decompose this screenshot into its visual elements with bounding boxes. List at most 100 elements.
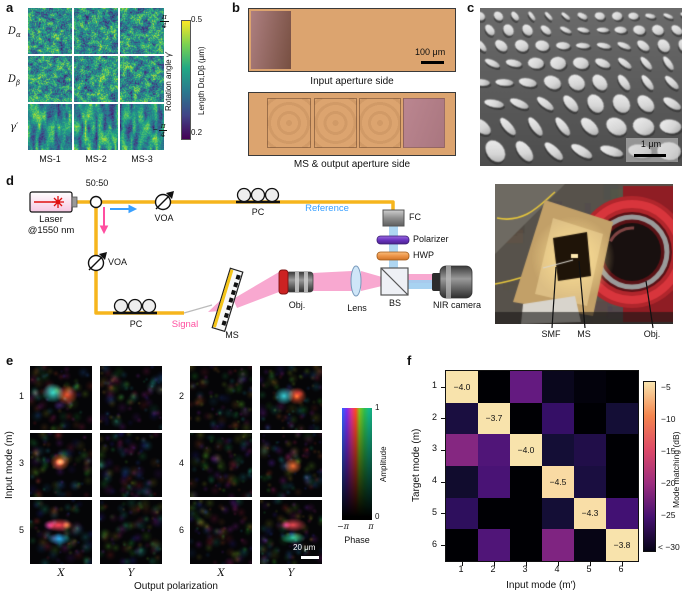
heatmap-cell-3-1 [446,434,478,466]
design-map-gamma-ms1 [28,104,72,150]
mode-image-row1-col4 [260,366,322,430]
mode-image-row2-col2 [100,433,162,497]
lens-label: Lens [347,303,367,313]
row-label-d-beta: Dβ [8,74,21,87]
beam-splitter [380,267,409,296]
phase-label: Phase [344,535,370,545]
heatmap-cell-3-5 [574,434,606,466]
setup-photo [495,184,673,324]
colorbar-a-tick-bottom-left: − π 4 [153,121,168,139]
bs-label: BS [388,298,402,308]
row-label-gamma: γ′ [10,122,19,133]
f-xtickmark [589,562,591,566]
viridis-colorbar [181,20,191,140]
scalebar-20um-label: 20 μm [293,543,316,552]
bare-fiber [183,304,213,314]
heatmap-cell-5-6 [606,497,638,530]
f-xtick-3: 3 [522,564,528,574]
photo-obj-label: Obj. [643,329,661,339]
half-wave-plate [376,251,410,261]
f-ytick-1: 1 [431,380,437,390]
col-label-ms3: MS-3 [131,154,153,164]
f-cbar-tick-15: −15 [661,446,676,456]
heatmap-cell-4-6 [606,465,638,498]
phase-tick-pi: π [368,522,374,531]
f-ytick-2: 2 [431,412,437,422]
f-xtickmark [493,562,495,566]
heatmap-cell-2-2: −3.7 [478,402,510,435]
heatmap-cell-4-5 [574,465,606,498]
signal-arrow [99,207,109,235]
mode-image-row1-col2 [100,366,162,430]
mode-image-row3-col1 [30,500,92,564]
heatmap-cell-1-5 [574,371,606,403]
reference-beam [389,226,398,270]
fiber-collimator [382,209,405,227]
photo-pointer-lines [551,260,654,329]
laser-wavelength-label: @1550 nm [27,225,75,236]
f-cbar-tick-10: −10 [661,414,676,424]
heatmap-cell-3-6 [606,434,638,466]
heatmap-cell-1-1: −4.0 [446,371,478,403]
mode-image-row3-col2 [100,500,162,564]
heatmap-cell-2-6 [606,402,638,435]
f-ytickmark [441,481,445,483]
panel-e-letter: e [6,353,14,368]
pc2-label: PC [129,319,143,329]
f-cbar-tick-30: < −30 [658,542,680,552]
f-ytickmark [441,450,445,452]
amp-tick-0: 0 [375,512,380,521]
photo-ms-label: MS [577,329,591,339]
f-xtick-4: 4 [554,564,560,574]
design-map-alpha-ms1 [28,8,72,54]
f-xtick-5: 5 [586,564,592,574]
target-mode-axis-label: Target mode (m) [411,428,422,502]
heatmap-cell-5-4 [542,497,574,530]
colorbar-a-tick-02: 0.2 [191,128,203,137]
heatmap-cell-6-4 [542,529,574,561]
splitter-5050 [89,195,103,209]
heatmap-cell-5-1 [446,497,478,530]
heatmap-cell-5-2 [478,497,510,530]
heatmap-cell-5-5: −4.3 [574,497,606,530]
scalebar-100um [421,61,444,64]
f-xtick-2: 2 [490,564,496,574]
signal-label: Signal [171,319,199,330]
input-mode-axis-label-f: Input mode (m′) [506,580,576,591]
scalebar-20um [301,556,319,559]
panel-f-letter: f [407,353,412,368]
design-map-beta-ms2 [74,56,118,102]
mode-number-2: 2 [178,391,184,401]
heatmap-cell-6-6: −3.8 [606,529,638,561]
voa1-label: VOA [154,213,174,223]
heatmap-cell-4-1 [446,465,478,498]
mode-number-6: 6 [178,525,184,535]
heatmap-cell-2-5 [574,402,606,435]
mode-number-1: 1 [18,391,24,401]
f-xtickmark [461,562,463,566]
heatmap-cell-4-4: −4.5 [542,465,574,498]
design-map-beta-ms3 [120,56,164,102]
f-ytickmark [441,513,445,515]
output-polarization-label: Output polarization [134,581,218,592]
mode-image-row1-col3 [190,366,252,430]
voa-1 [154,191,174,211]
col-label-ms1: MS-1 [39,154,61,164]
f-cbar-tick-20: −20 [661,478,676,488]
polarizer [376,235,410,245]
f-xtick-1: 1 [458,564,464,574]
f-ytickmark [441,386,445,388]
mode-image-row1-col1 [30,366,92,430]
phase-amplitude-colorbar [342,408,372,520]
reference-label: Reference [305,203,349,214]
scalebar-1um-label: 1 μm [640,139,662,149]
scalebar-1um [634,154,666,157]
caption-ms-output: MS & output aperture side [293,159,411,170]
f-xtickmark [621,562,623,566]
row-label-d-alpha: Dα [8,26,21,39]
pol-label-y1: Y [127,568,135,579]
heatmap-cell-6-5 [574,529,606,561]
mode-image-row2-col3 [190,433,252,497]
pc1-label: PC [251,207,265,217]
scalebar-100um-label: 100 μm [415,47,446,57]
